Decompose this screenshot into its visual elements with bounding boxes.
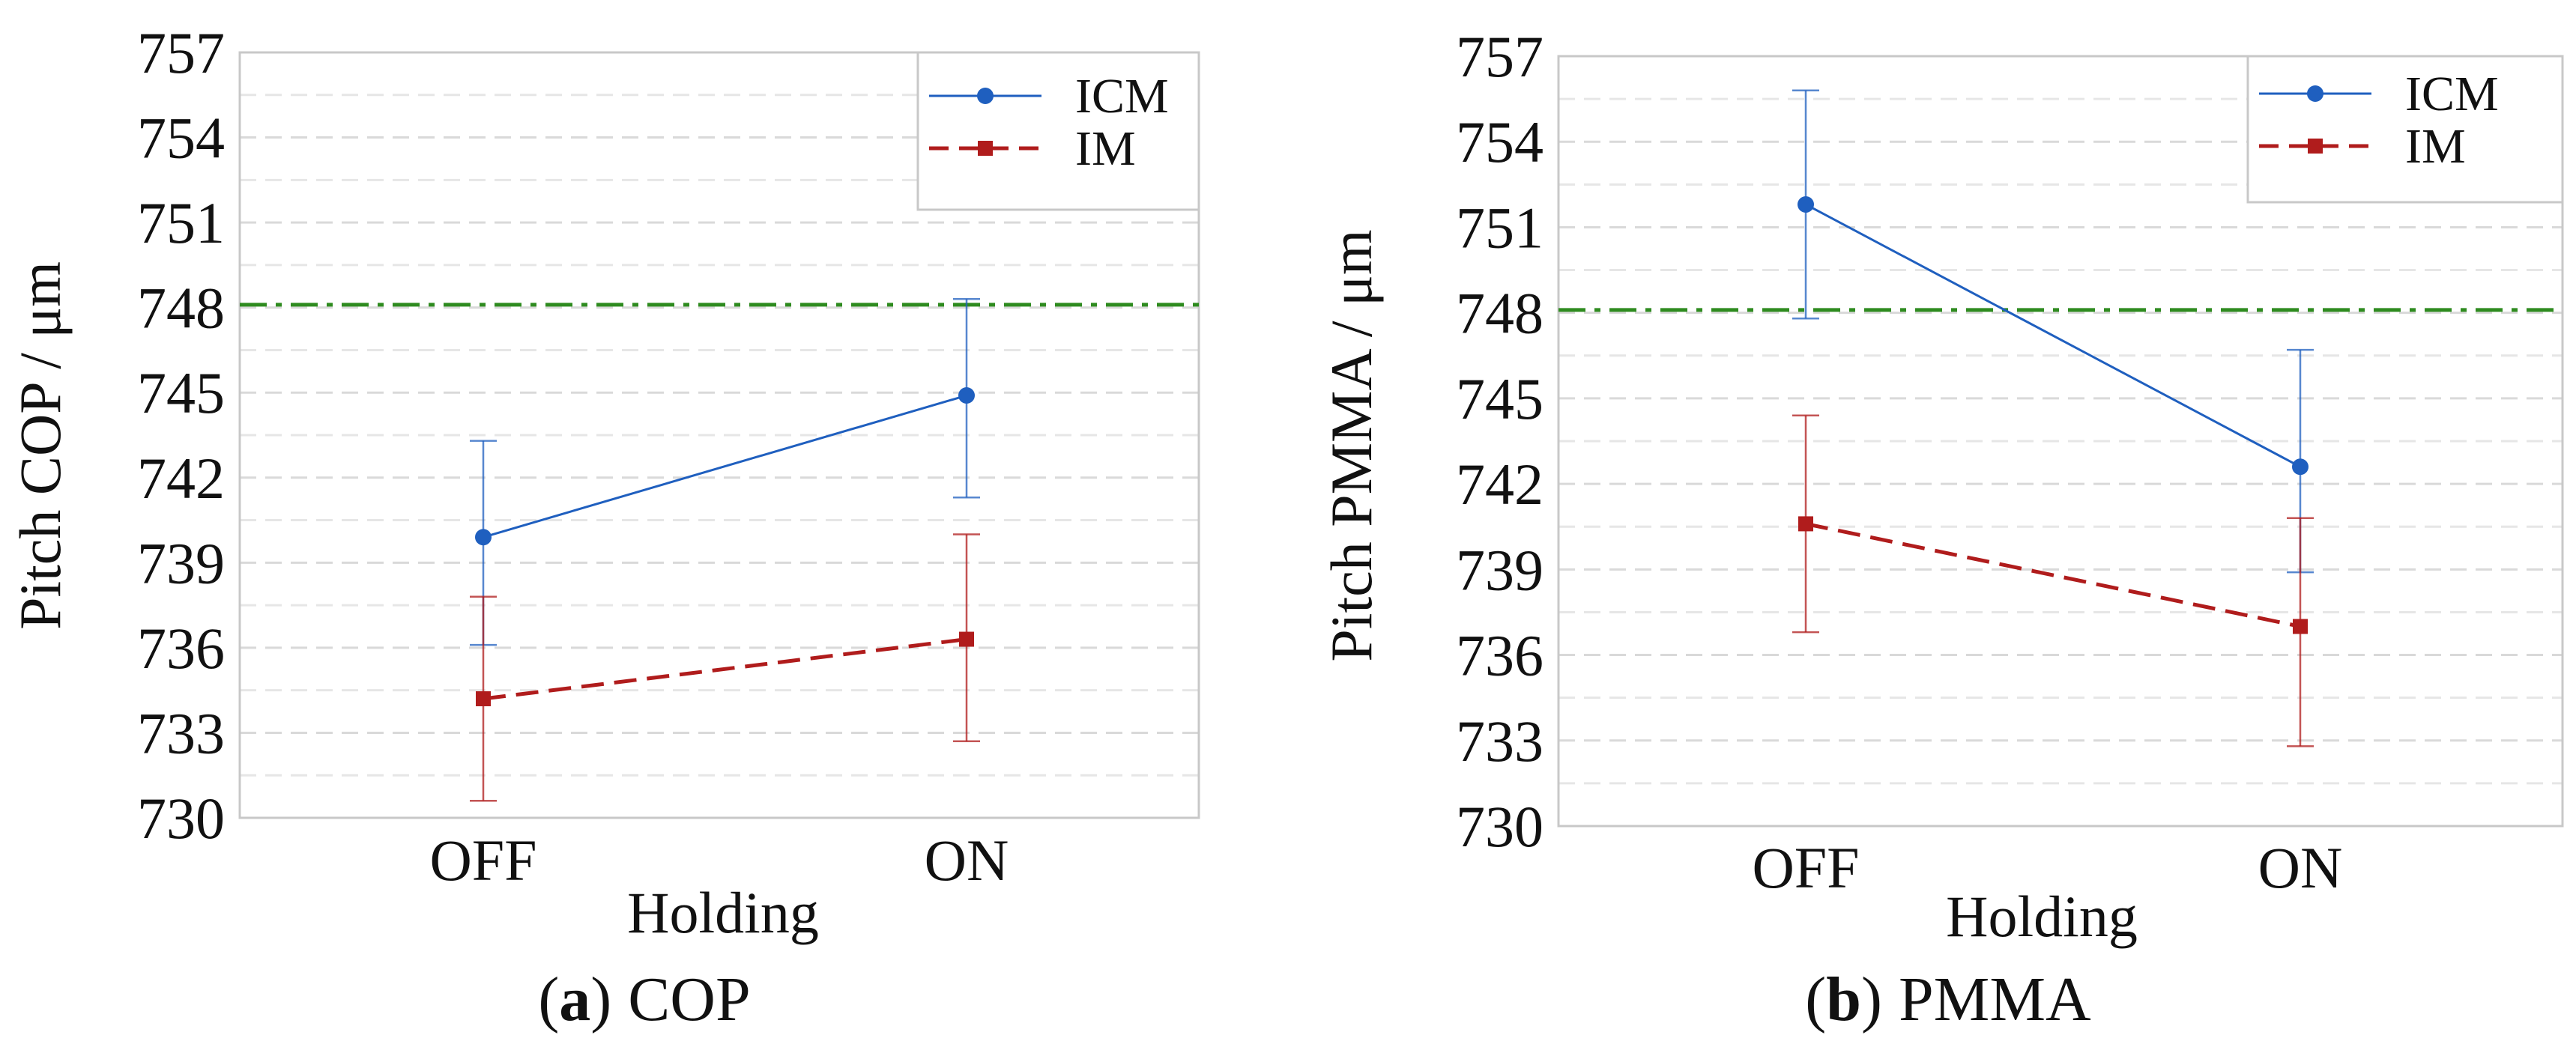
legend-marker (978, 141, 993, 156)
panel-caption: (b) PMMA (1805, 965, 2091, 1034)
y-tick-label: 736 (1456, 623, 1544, 688)
y-tick-label: 748 (1456, 281, 1544, 346)
data-point (475, 529, 492, 546)
y-tick-label: 751 (1456, 195, 1544, 260)
legend-marker (2308, 139, 2323, 154)
y-tick-label: 736 (137, 616, 225, 681)
data-point (2292, 458, 2309, 476)
legend-marker (2307, 85, 2323, 102)
caption-letter: b (1826, 965, 1861, 1034)
caption-letter: a (559, 965, 590, 1034)
data-point (958, 387, 975, 404)
x-tick-label: ON (2258, 835, 2343, 900)
y-axis-label: Pitch PMMA / μm (1319, 229, 1384, 661)
data-point (476, 691, 491, 707)
y-tick-label: 733 (137, 700, 225, 765)
data-point (1798, 516, 1813, 532)
x-axis-label: Holding (627, 880, 819, 945)
series-line-im (483, 637, 967, 701)
series-line-icm (1805, 203, 2301, 468)
y-tick-label: 739 (1456, 537, 1544, 602)
legend-label: ICM (2405, 67, 2499, 121)
caption-text: PMMA (1899, 965, 2091, 1034)
y-axis-label: Pitch COP / μm (7, 261, 73, 630)
y-tick-label: 757 (137, 20, 225, 85)
panel-a: 730 733 736 739 742 745 748 751 754 757 OFF ON ICMIM… (7, 20, 1200, 1034)
plot-frame (1557, 55, 2564, 828)
plot-frame (238, 51, 1200, 819)
y-tick-label: 748 (137, 276, 225, 341)
y-tick-label: 754 (1456, 109, 1544, 174)
legend-box (916, 51, 1200, 211)
y-tick-label: 754 (137, 106, 225, 171)
legend-label: IM (1075, 121, 1136, 176)
y-tick-label: 739 (137, 530, 225, 595)
data-point (1798, 195, 1814, 213)
y-tick-label: 733 (1456, 708, 1544, 774)
y-tick-label: 742 (1456, 452, 1544, 517)
data-point (2293, 619, 2308, 634)
series-line-im (1805, 521, 2301, 628)
y-tick-label: 730 (137, 786, 225, 851)
panel-caption: (a) COP (538, 965, 750, 1034)
legend-label: IM (2405, 119, 2466, 174)
legend-label: ICM (1075, 69, 1169, 124)
y-tick-label: 745 (137, 360, 225, 425)
legend-box (2246, 55, 2564, 204)
y-tick-label: 757 (1456, 24, 1544, 89)
x-tick-label: OFF (429, 828, 536, 893)
series-line-icm (483, 394, 967, 538)
caption-text: COP (628, 965, 750, 1034)
x-tick-label: OFF (1752, 835, 1859, 900)
y-tick-label: 751 (137, 190, 225, 255)
x-tick-label: ON (925, 828, 1009, 893)
y-tick-label: 745 (1456, 366, 1544, 431)
y-tick-label: 742 (137, 446, 225, 511)
y-tick-label: 730 (1456, 794, 1544, 859)
data-point (959, 631, 974, 647)
panel-b: 730 733 736 739 742 745 748 751 754 757 OFF ON ICMIM… (1319, 24, 2564, 1034)
x-axis-label: Holding (1946, 884, 2138, 949)
legend-marker (977, 88, 994, 104)
